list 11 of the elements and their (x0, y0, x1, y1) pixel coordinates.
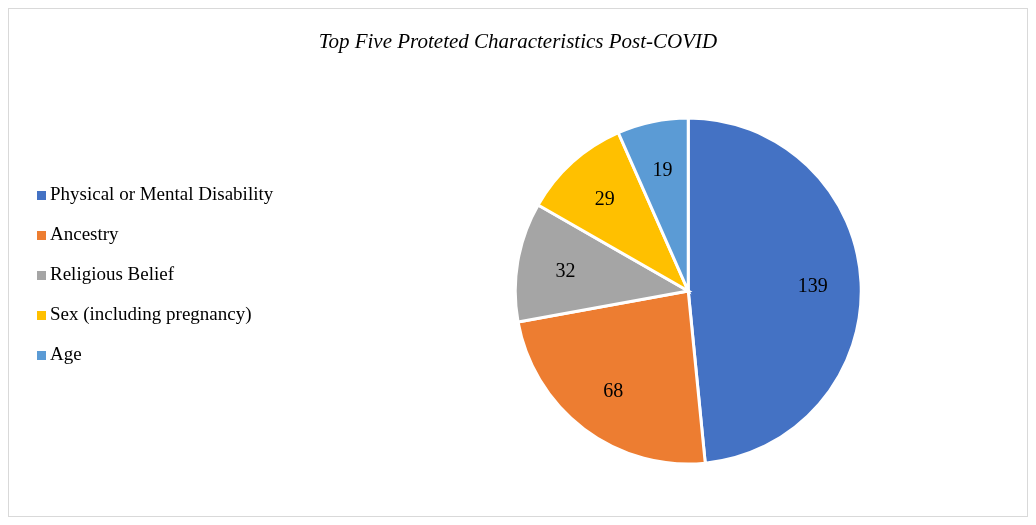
data-label: 29 (594, 187, 615, 210)
data-label: 139 (797, 273, 828, 296)
legend-label: Sex (including pregnancy) (50, 303, 252, 324)
legend-label: Age (50, 343, 82, 364)
legend-label: Ancestry (50, 223, 119, 244)
data-label: 19 (652, 158, 673, 181)
legend-label: Physical or Mental Disability (50, 183, 274, 204)
data-label: 32 (555, 258, 576, 281)
legend-label: Religious Belief (50, 263, 175, 284)
chart-title: Top Five Proteted Characteristics Post-COVID (317, 29, 719, 54)
data-label: 68 (603, 379, 624, 402)
